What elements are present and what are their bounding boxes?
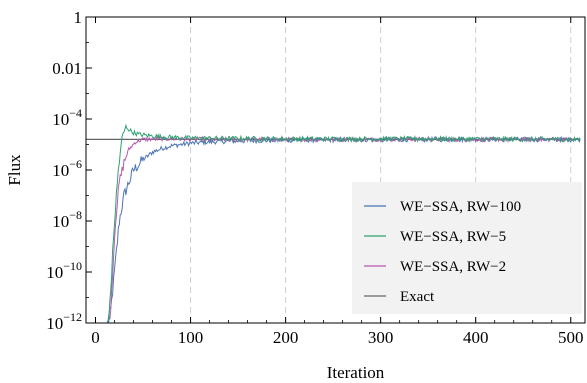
legend-entry: WE−SSA, RW−2 — [400, 259, 506, 275]
legend-entry: Exact — [400, 289, 435, 305]
x-tick-label: 300 — [368, 328, 394, 347]
y-tick-label: 0.01 — [52, 59, 82, 78]
x-tick-label: 0 — [91, 328, 100, 347]
legend-entry: WE−SSA, RW−5 — [400, 229, 506, 245]
y-tick-label: 10−10 — [46, 259, 82, 282]
x-tick-label: 400 — [463, 328, 489, 347]
legend: WE−SSA, RW−100 WE−SSA, RW−5 WE−SSA, RW−2 Ex… — [352, 182, 582, 314]
x-tick-label: 100 — [178, 328, 204, 347]
series-line-1 — [108, 123, 581, 324]
y-tick-label: 10−6 — [52, 157, 82, 180]
y-tick-label: 10−4 — [52, 106, 82, 129]
y-tick-label: 10−8 — [52, 208, 82, 231]
legend-box — [352, 182, 582, 314]
series-lines — [86, 123, 581, 324]
x-axis-label: Iteration — [327, 363, 385, 382]
y-tick-label: 10−12 — [46, 310, 82, 333]
y-axis-label: Flux — [5, 154, 24, 186]
legend-entry: WE−SSA, RW−100 — [400, 199, 521, 215]
axes: 0 100 200 300 400 500 1 0.01 10−4 10−6 10−8 10−10 10… — [46, 8, 586, 347]
x-tick-label: 500 — [558, 328, 584, 347]
y-tick-label: 1 — [74, 8, 83, 27]
x-tick-label: 200 — [273, 328, 299, 347]
